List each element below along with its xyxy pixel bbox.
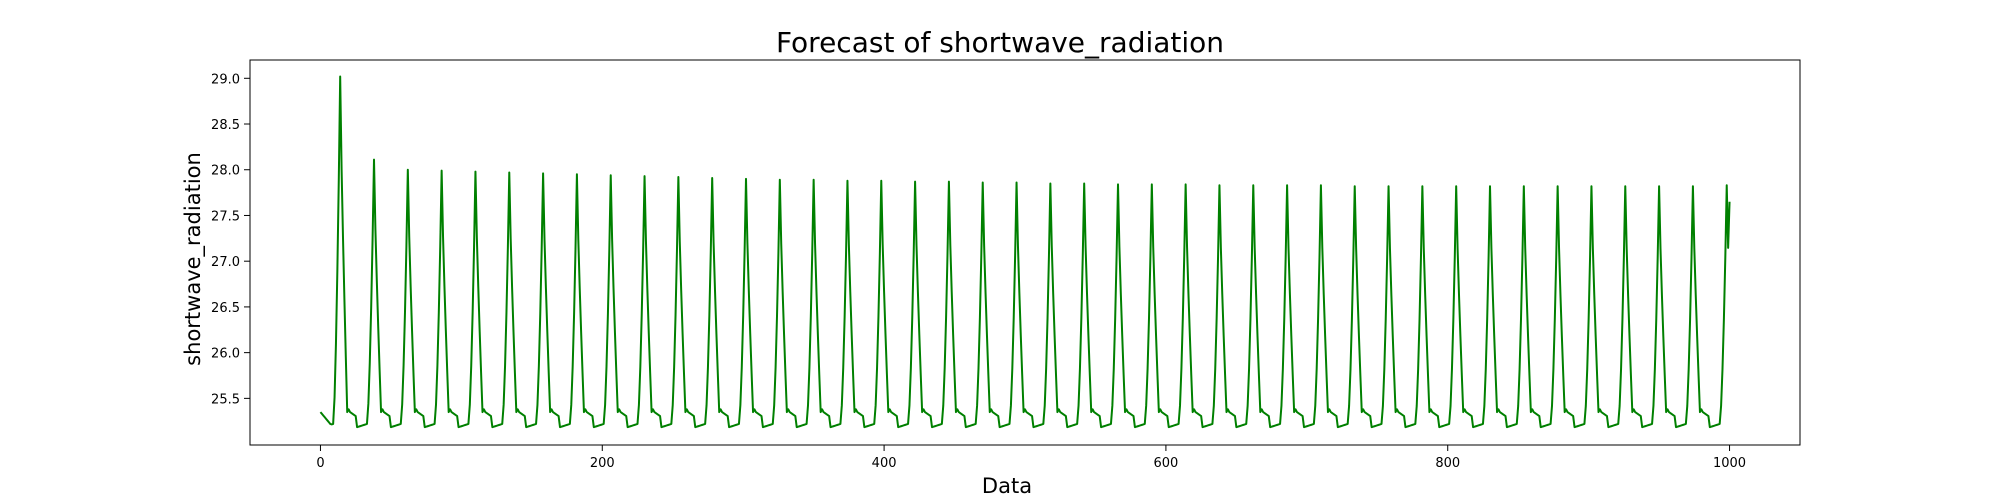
y-tick-label: 27.0 [211, 255, 240, 270]
x-tick-label: 400 [872, 456, 897, 471]
y-tick-label: 28.5 [211, 118, 240, 133]
chart-title: Forecast of shortwave_radiation [776, 26, 1224, 59]
x-tick-label: 800 [1435, 456, 1460, 471]
x-tick-label: 0 [316, 456, 324, 471]
plot-frame [249, 59, 1801, 446]
y-tick-label: 29.0 [211, 72, 240, 87]
x-tick-label: 1000 [1713, 456, 1746, 471]
y-axis-label: shortwave_radiation [181, 152, 206, 366]
y-tick-label: 26.0 [211, 347, 240, 362]
plot-data [319, 75, 1731, 429]
y-tick-label: 25.5 [211, 392, 240, 407]
y-tick-label: 26.5 [211, 301, 240, 316]
y-tick-label: 28.0 [211, 164, 240, 179]
axis-ticks: 0 200 400 600 800 1000 25.5 26.0 26.5 27.0 27.5 28.… [211, 72, 1746, 471]
x-tick-label: 600 [1153, 456, 1178, 471]
y-tick-label: 27.5 [211, 209, 240, 224]
series-line [319, 75, 1731, 429]
x-axis-label: Data [982, 474, 1032, 498]
x-tick-label: 200 [590, 456, 615, 471]
